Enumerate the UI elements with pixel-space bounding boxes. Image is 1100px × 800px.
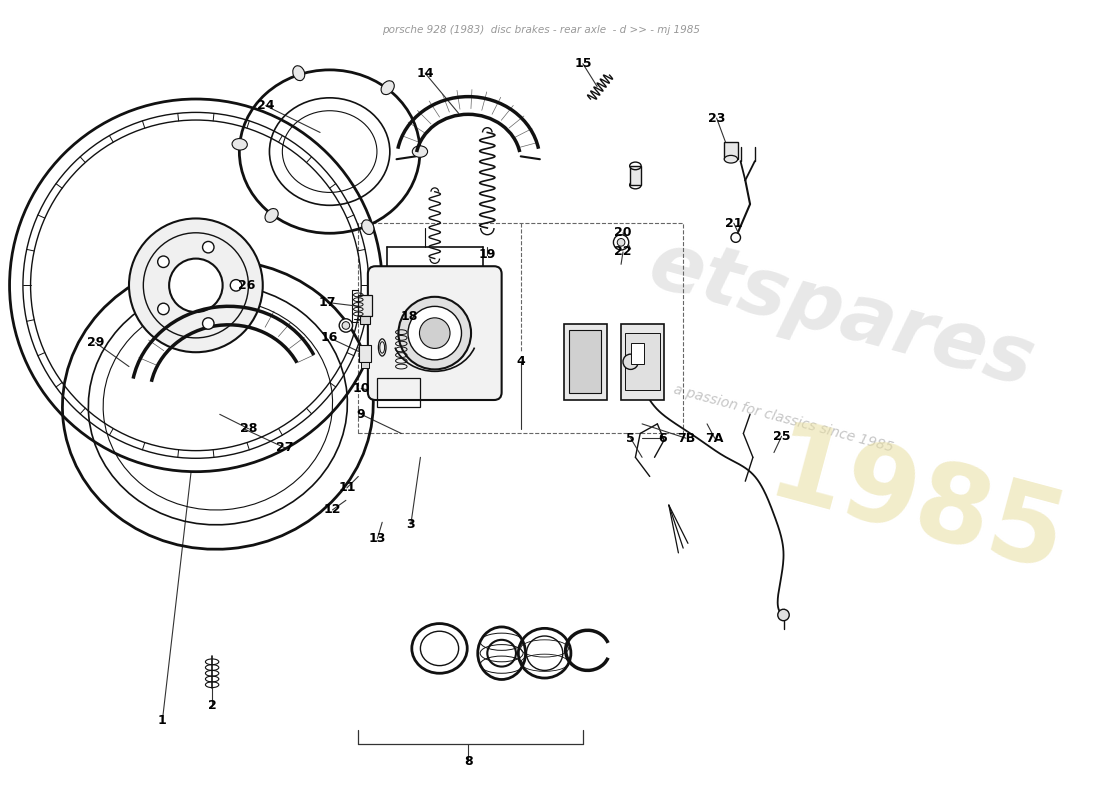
Text: 14: 14 bbox=[417, 66, 433, 80]
Text: porsche 928 (1983)  disc brakes - rear axle  - d >> - mj 1985: porsche 928 (1983) disc brakes - rear ax… bbox=[382, 26, 701, 35]
Text: 26: 26 bbox=[238, 279, 255, 292]
Text: 15: 15 bbox=[574, 57, 592, 70]
Circle shape bbox=[342, 322, 350, 330]
Circle shape bbox=[617, 238, 625, 246]
Circle shape bbox=[419, 318, 450, 349]
Text: 23: 23 bbox=[708, 112, 725, 125]
Text: 8: 8 bbox=[464, 754, 473, 768]
Text: 13: 13 bbox=[368, 532, 386, 545]
Circle shape bbox=[408, 306, 462, 360]
Ellipse shape bbox=[412, 146, 428, 158]
Bar bbox=[724, 142, 738, 159]
Ellipse shape bbox=[232, 138, 248, 150]
Circle shape bbox=[339, 318, 353, 332]
Circle shape bbox=[202, 242, 215, 253]
Text: 1: 1 bbox=[158, 714, 167, 726]
Text: a passion for classics since 1985: a passion for classics since 1985 bbox=[672, 383, 895, 455]
Circle shape bbox=[129, 218, 263, 352]
Text: 19: 19 bbox=[478, 248, 496, 262]
Text: 17: 17 bbox=[319, 296, 337, 309]
Circle shape bbox=[614, 234, 629, 250]
Text: 20: 20 bbox=[614, 226, 631, 239]
Text: 18: 18 bbox=[400, 310, 418, 323]
Bar bbox=[621, 323, 664, 400]
Text: 7B: 7B bbox=[676, 432, 695, 445]
Circle shape bbox=[398, 297, 471, 370]
Text: 9: 9 bbox=[356, 408, 365, 421]
Ellipse shape bbox=[293, 66, 305, 81]
Bar bbox=[625, 333, 660, 390]
Text: 25: 25 bbox=[773, 430, 790, 443]
Bar bbox=[563, 323, 607, 400]
Bar bbox=[359, 223, 683, 434]
Ellipse shape bbox=[265, 209, 278, 222]
Text: etspares: etspares bbox=[640, 225, 1042, 403]
Text: 10: 10 bbox=[352, 382, 370, 395]
Bar bbox=[629, 166, 641, 185]
Circle shape bbox=[623, 354, 638, 370]
Text: 4: 4 bbox=[516, 355, 525, 368]
FancyBboxPatch shape bbox=[367, 266, 502, 400]
Text: 28: 28 bbox=[240, 422, 257, 435]
Circle shape bbox=[730, 233, 740, 242]
Ellipse shape bbox=[381, 81, 394, 94]
Text: 5: 5 bbox=[626, 432, 635, 445]
Bar bbox=[360, 316, 370, 323]
Bar bbox=[360, 345, 371, 362]
Ellipse shape bbox=[724, 155, 738, 163]
Text: 16: 16 bbox=[321, 331, 339, 344]
Circle shape bbox=[169, 258, 222, 312]
Text: 3: 3 bbox=[407, 518, 415, 530]
Text: 1985: 1985 bbox=[758, 415, 1077, 595]
Circle shape bbox=[157, 256, 169, 267]
Circle shape bbox=[157, 303, 169, 314]
Text: 11: 11 bbox=[338, 482, 355, 494]
Text: 27: 27 bbox=[276, 442, 294, 454]
Circle shape bbox=[778, 610, 789, 621]
Bar bbox=[361, 362, 368, 367]
Bar bbox=[359, 295, 372, 316]
Text: 21: 21 bbox=[725, 217, 742, 230]
Text: 2: 2 bbox=[208, 699, 217, 712]
Bar bbox=[570, 330, 601, 394]
Bar bbox=[377, 378, 420, 406]
Circle shape bbox=[202, 318, 215, 330]
Text: 6: 6 bbox=[658, 432, 667, 445]
Ellipse shape bbox=[362, 220, 374, 234]
Text: 29: 29 bbox=[87, 336, 104, 349]
Text: 12: 12 bbox=[323, 503, 341, 516]
Circle shape bbox=[230, 280, 242, 291]
Text: 24: 24 bbox=[257, 99, 274, 112]
Text: 22: 22 bbox=[614, 246, 631, 258]
Bar bbox=[630, 342, 644, 364]
Text: 7A: 7A bbox=[705, 432, 724, 445]
